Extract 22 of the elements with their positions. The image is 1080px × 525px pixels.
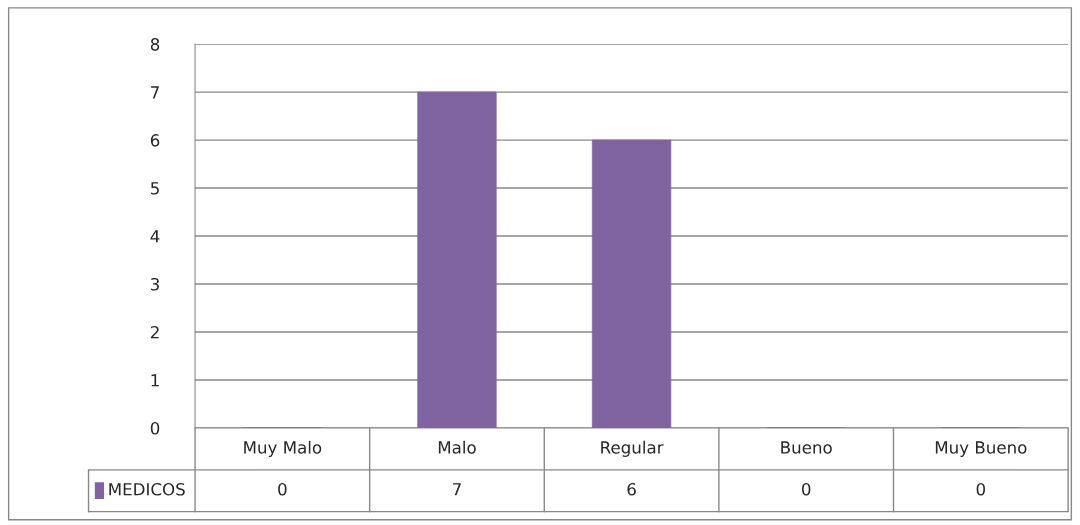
y-tick-label: 2 — [150, 325, 159, 339]
legend-label: MEDICOS — [109, 482, 185, 496]
bar — [417, 91, 497, 428]
x-tick-label: Muy Bueno — [935, 441, 1027, 457]
y-tick-label: 3 — [150, 277, 159, 291]
data-label: 0 — [278, 482, 287, 496]
y-tick-label: 7 — [151, 86, 159, 99]
y-tick-label: 4 — [150, 230, 160, 243]
data-label: 7 — [453, 483, 461, 496]
data-label: 0 — [976, 482, 986, 496]
data-label: 0 — [802, 482, 811, 496]
x-tick-label: Regular — [601, 440, 664, 457]
x-tick-label: Malo — [438, 440, 476, 454]
x-tick-label: Bueno — [781, 441, 832, 454]
y-tick-label: 1 — [151, 374, 159, 387]
data-label: 6 — [627, 482, 636, 496]
y-tick-label: 5 — [151, 182, 159, 195]
y-tick-label: 8 — [150, 38, 160, 51]
bar — [591, 139, 672, 428]
y-tick-label: 6 — [150, 134, 160, 147]
x-tick-label: Muy Malo — [244, 440, 322, 457]
y-tick-label: 0 — [150, 421, 160, 435]
